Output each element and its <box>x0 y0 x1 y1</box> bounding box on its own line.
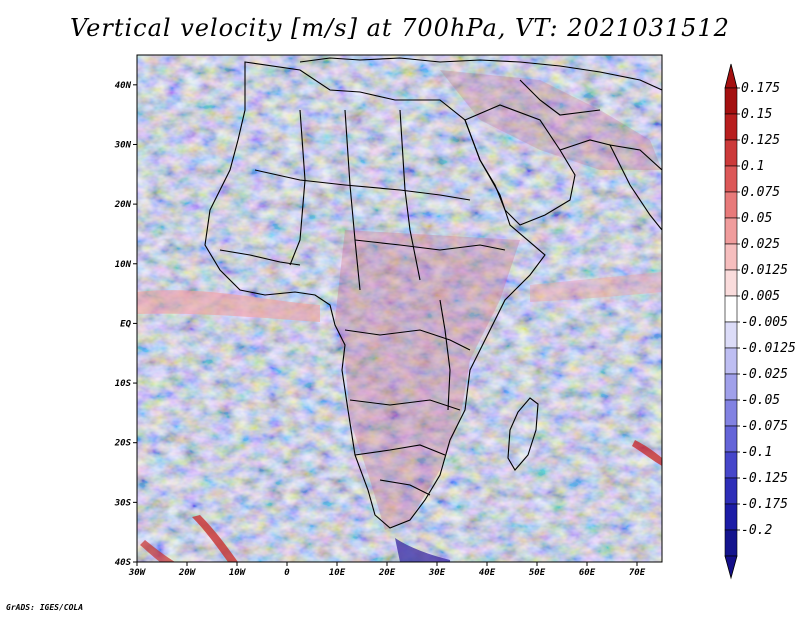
lon-tick-label: 60E <box>579 568 596 578</box>
lon-tick-label: 0 <box>284 568 290 578</box>
colorbar-label: -0.175 <box>741 497 788 512</box>
colorbar-label: -0.075 <box>741 419 788 434</box>
lat-tick-label: 30S <box>114 498 132 508</box>
colorbar-label: 0.15 <box>741 107 772 122</box>
velocity-field <box>137 55 662 562</box>
colorbar-label: -0.005 <box>741 315 788 330</box>
colorbar-segment <box>724 503 738 531</box>
colorbar-segment <box>724 217 738 245</box>
colorbar-label: -0.2 <box>741 523 772 538</box>
lon-tick-label: 50E <box>529 568 546 578</box>
axis-ticks: 30W 20W 10W 0 10E 20E 30E 40E 50E 60E 70E 40N 30N 20N… <box>114 81 646 578</box>
colorbar-label: -0.025 <box>741 367 788 382</box>
colorbar-segment <box>724 529 738 557</box>
colorbar-segment <box>724 373 738 401</box>
lat-tick-label: 30N <box>114 140 132 150</box>
colorbar-label: 0.05 <box>741 211 772 226</box>
colorbar-label: 0.005 <box>741 289 780 304</box>
lat-tick-label: 20N <box>114 200 132 210</box>
lon-tick-label: 20W <box>178 568 197 578</box>
colorbar-label: 0.025 <box>741 237 780 252</box>
lon-tick-label: 70E <box>629 568 646 578</box>
colorbar-label: 0.075 <box>741 185 780 200</box>
colorbar-arrow-bottom <box>724 555 738 580</box>
colorbar-segment <box>724 87 738 115</box>
colorbar-segment <box>724 165 738 193</box>
colorbar-label: 0.175 <box>741 81 780 96</box>
colorbar: 0.175 0.15 0.125 0.1 0.075 0.05 0.025 0.0125 0.0… <box>724 63 796 580</box>
colorbar-label: -0.0125 <box>741 341 796 356</box>
lat-tick-label: 10S <box>115 379 132 389</box>
lon-tick-label: 30E <box>428 568 446 578</box>
lon-tick-label: 10W <box>229 568 247 578</box>
colorbar-segment <box>724 477 738 505</box>
colorbar-segment <box>724 399 738 427</box>
lon-tick-label: 10E <box>329 568 346 578</box>
colorbar-segment <box>724 321 738 349</box>
colorbar-label: -0.125 <box>741 471 788 486</box>
colorbar-segment <box>724 139 738 167</box>
lat-tick-label: EQ <box>120 319 131 329</box>
lon-tick-label: 20E <box>378 568 396 578</box>
lat-tick-label: 20S <box>114 439 132 449</box>
colorbar-segment <box>724 347 738 375</box>
colorbar-segment <box>724 451 738 479</box>
colorbar-label: -0.05 <box>741 393 780 408</box>
chart-title: Vertical velocity [m/s] at 700hPa, VT: 2… <box>70 14 730 42</box>
colorbar-segment <box>724 243 738 271</box>
colorbar-segment <box>724 113 738 141</box>
colorbar-segment <box>724 295 738 323</box>
colorbar-label: 0.1 <box>741 159 764 174</box>
colorbar-label: 0.125 <box>741 133 780 148</box>
colorbar-label: 0.0125 <box>741 263 788 278</box>
lat-tick-label: 40N <box>115 81 132 91</box>
coastlines <box>204 57 662 529</box>
colorbar-segment <box>724 425 738 453</box>
colorbar-arrow-top <box>724 63 738 89</box>
colorbar-label: -0.1 <box>741 445 772 460</box>
colorbar-segment <box>724 269 738 297</box>
lat-tick-label: 10N <box>115 260 132 270</box>
lon-tick-label: 40E <box>479 568 496 578</box>
lat-tick-label: 40S <box>115 558 132 568</box>
plot-frame <box>136 54 663 563</box>
lon-tick-label: 30W <box>128 568 147 578</box>
credit-text: GrADS: IGES/COLA <box>6 603 84 612</box>
colorbar-segment <box>724 191 738 219</box>
